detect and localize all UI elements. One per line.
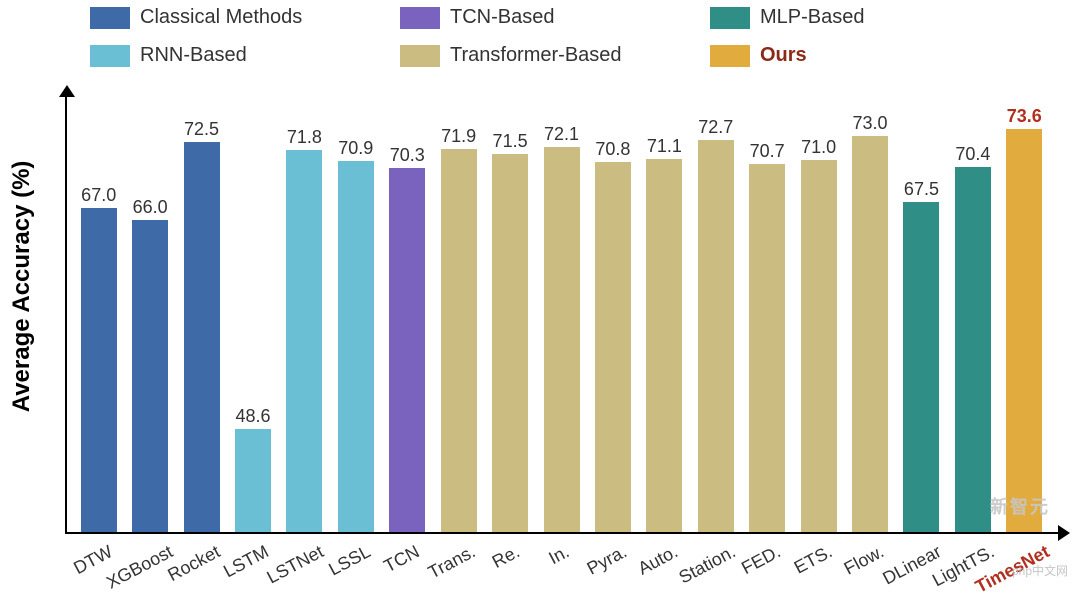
legend-label: Ours (760, 44, 807, 67)
bar-value-label: 67.5 (904, 179, 939, 200)
chart-legend: Classical Methods RNN-Based TCN-Based Trans… (90, 6, 1050, 86)
legend-label: Classical Methods (140, 6, 302, 29)
bar-value-label: 71.5 (493, 131, 528, 152)
legend-swatch-icon (400, 7, 440, 29)
legend-swatch-icon (90, 7, 130, 29)
bar (235, 429, 271, 532)
category-label: In. (545, 541, 573, 569)
watermark-sub: php中文网 (1012, 562, 1068, 579)
legend-item: Ours (710, 44, 807, 67)
legend-item: RNN-Based (90, 44, 247, 67)
bar (698, 140, 734, 532)
category-label: Trans. (424, 541, 478, 583)
bar (595, 162, 631, 532)
legend-item: TCN-Based (400, 6, 554, 29)
bar-value-label: 72.1 (544, 124, 579, 145)
bar-value-label: 70.8 (595, 139, 630, 160)
bar-value-label: 71.8 (287, 127, 322, 148)
bar-slot: 67.0DTW (73, 100, 124, 532)
bar (132, 220, 168, 532)
legend-label: RNN-Based (140, 44, 247, 67)
bar-value-label: 73.6 (1007, 106, 1042, 127)
category-label: Rocket (164, 541, 223, 586)
bar (852, 136, 888, 532)
bar-slot: 70.4LightTS. (947, 100, 998, 532)
bar (801, 160, 837, 532)
category-label: Station. (675, 541, 739, 588)
bar-value-label: 48.6 (235, 406, 270, 427)
bar-slot: 70.7FED. (741, 100, 792, 532)
y-axis-arrow-icon (59, 85, 75, 97)
legend-item: Transformer-Based (400, 44, 622, 67)
bar-value-label: 71.9 (441, 126, 476, 147)
bar-slot: 71.1Auto. (639, 100, 690, 532)
plot-area: 67.0DTW66.0XGBoost72.5Rocket48.6LSTM71.8… (67, 100, 1050, 532)
bar-slot: 73.0Flow. (844, 100, 895, 532)
bar-slot: 72.7Station. (690, 100, 741, 532)
watermark-main: 新智元 (990, 493, 1050, 519)
bar (903, 202, 939, 532)
bar-value-label: 70.4 (955, 144, 990, 165)
bar (646, 159, 682, 532)
bar (544, 147, 580, 532)
bar-value-label: 70.3 (390, 145, 425, 166)
bar (492, 154, 528, 532)
bars-container: 67.0DTW66.0XGBoost72.5Rocket48.6LSTM71.8… (67, 100, 1050, 532)
bar-value-label: 70.9 (338, 138, 373, 159)
category-label: ETS. (790, 541, 835, 578)
bar-value-label: 70.7 (750, 141, 785, 162)
bar-value-label: 71.1 (647, 136, 682, 157)
category-label: Pyra. (583, 541, 630, 579)
category-label: FED. (738, 541, 784, 579)
bar (749, 164, 785, 532)
bar (338, 161, 374, 532)
bar-value-label: 67.0 (81, 185, 116, 206)
category-label: LSTNet (264, 541, 328, 588)
bar-slot: 70.3TCN (382, 100, 433, 532)
x-axis-arrow-icon (1058, 525, 1070, 541)
bar (955, 167, 991, 532)
legend-item: MLP-Based (710, 6, 865, 29)
bar-slot: 71.0ETS. (793, 100, 844, 532)
bar (1006, 129, 1042, 532)
bar-value-label: 66.0 (133, 197, 168, 218)
bar (441, 149, 477, 532)
legend-swatch-icon (710, 45, 750, 67)
bar (286, 150, 322, 532)
bar (184, 142, 220, 532)
category-label: Auto. (635, 541, 682, 579)
legend-label: TCN-Based (450, 6, 554, 29)
legend-swatch-icon (400, 45, 440, 67)
accuracy-bar-chart: Classical Methods RNN-Based TCN-Based Trans… (0, 0, 1080, 597)
bar-slot: 70.9LSSL (330, 100, 381, 532)
bar-slot: 67.5DLinear (896, 100, 947, 532)
bar-slot: 71.9Trans. (433, 100, 484, 532)
legend-swatch-icon (90, 45, 130, 67)
bar-slot: 48.6LSTM (227, 100, 278, 532)
bar-slot: 66.0XGBoost (124, 100, 175, 532)
bar-slot: 73.6TimesNet (999, 100, 1050, 532)
bar-slot: 71.8LSTNet (279, 100, 330, 532)
bar-slot: 72.5Rocket (176, 100, 227, 532)
legend-swatch-icon (710, 7, 750, 29)
legend-label: Transformer-Based (450, 44, 622, 67)
x-axis (65, 532, 1062, 534)
bar-value-label: 73.0 (853, 113, 888, 134)
category-label: LSTM (220, 541, 272, 582)
category-label: Re. (489, 541, 524, 573)
bar-value-label: 72.5 (184, 119, 219, 140)
bar-value-label: 71.0 (801, 137, 836, 158)
legend-label: MLP-Based (760, 6, 865, 29)
y-axis-label: Average Accuracy (%) (8, 160, 36, 412)
bar-value-label: 72.7 (698, 117, 733, 138)
bar (389, 168, 425, 532)
bar-slot: 70.8Pyra. (587, 100, 638, 532)
category-label: TCN (381, 541, 424, 577)
bar (81, 208, 117, 532)
bar-slot: 72.1In. (536, 100, 587, 532)
bar-slot: 71.5Re. (484, 100, 535, 532)
category-label: LSSL (325, 541, 374, 580)
legend-item: Classical Methods (90, 6, 302, 29)
